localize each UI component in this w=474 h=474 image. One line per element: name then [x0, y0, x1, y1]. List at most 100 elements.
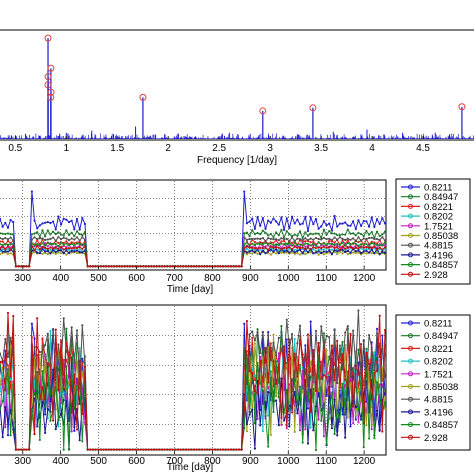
series-point	[78, 233, 81, 236]
series-point	[253, 247, 256, 250]
series-point	[301, 222, 304, 225]
series-point	[131, 265, 134, 268]
series-point	[9, 252, 12, 255]
series-point	[259, 242, 262, 245]
series-point	[298, 223, 302, 226]
series-point	[259, 253, 262, 256]
legend-label-4.8815: 4.8815	[424, 241, 453, 252]
series-point	[240, 265, 243, 268]
series-point	[272, 341, 275, 344]
legend-marker-0.84857	[408, 422, 413, 428]
series-point	[370, 248, 373, 251]
series-point	[357, 219, 360, 222]
series-point	[6, 434, 10, 437]
series-point	[245, 241, 249, 244]
series-point	[0, 408, 2, 411]
series-point	[285, 363, 288, 366]
legend-label-2.928: 2.928	[424, 433, 448, 444]
series-point	[346, 237, 349, 240]
series-point	[174, 448, 177, 451]
series-point	[290, 236, 294, 239]
series-point	[301, 241, 304, 245]
series-point	[256, 231, 259, 235]
series-point	[383, 248, 387, 251]
series-point	[4, 357, 7, 360]
series-point	[330, 232, 333, 235]
series-point	[272, 246, 275, 250]
series-point	[38, 252, 41, 255]
legend-marker-4.8815	[408, 242, 413, 248]
series-point	[75, 230, 79, 233]
series-point	[65, 365, 68, 368]
series-point	[78, 228, 81, 231]
series-point	[338, 250, 341, 253]
series-point	[285, 427, 288, 430]
series-point	[1, 252, 4, 255]
series-point	[293, 251, 296, 254]
series-point	[362, 219, 365, 223]
series-point	[269, 237, 272, 240]
series-point	[338, 344, 341, 347]
series-point	[360, 243, 363, 246]
series-point	[70, 326, 73, 329]
spectrum-x-ticks: 0.5 1 1.5 2 2.5 3 3.5 4 4.5	[8, 136, 430, 154]
series-point	[33, 432, 36, 436]
series-point	[49, 248, 52, 251]
series-point	[243, 347, 246, 350]
series-point	[309, 232, 312, 235]
series-point	[375, 243, 379, 246]
series-point	[370, 355, 373, 358]
series-point	[38, 249, 41, 252]
series-point	[325, 349, 328, 352]
series-point	[314, 329, 318, 333]
series-point	[52, 251, 55, 254]
series-point	[314, 244, 318, 247]
series-point	[304, 428, 307, 431]
series-point	[70, 237, 73, 240]
series-point	[346, 224, 349, 227]
series-point	[44, 235, 47, 238]
series-point	[275, 231, 278, 234]
series-point	[338, 245, 341, 249]
spectrum-tick-label-0: 0.5	[8, 143, 22, 154]
series-point	[293, 239, 296, 242]
series-point	[330, 427, 333, 430]
series-point	[36, 244, 39, 248]
series-point	[0, 247, 2, 250]
series-point	[296, 251, 299, 254]
series-point	[322, 253, 326, 256]
series-point	[251, 330, 254, 333]
series-point	[378, 429, 381, 432]
series-point	[6, 364, 10, 367]
series-point	[75, 246, 79, 250]
series-point	[78, 244, 81, 247]
series-point	[6, 245, 10, 248]
series-point	[65, 253, 68, 256]
series-point	[216, 265, 219, 268]
series-point	[275, 252, 278, 255]
series-point	[283, 243, 286, 246]
series-point	[267, 250, 270, 253]
series-point	[383, 230, 387, 233]
series-point	[354, 244, 357, 247]
legend-marker-0.8221	[408, 345, 413, 351]
series-point	[245, 231, 249, 234]
series-point	[44, 353, 47, 356]
series-point	[314, 448, 318, 452]
series-point	[306, 242, 310, 245]
legend-marker-2.928	[408, 271, 413, 277]
series-point	[317, 237, 320, 241]
series-point	[229, 448, 233, 451]
series-point	[267, 390, 270, 394]
series-point	[352, 247, 355, 250]
series-point	[240, 448, 243, 451]
spectrum-tick-label-5: 3	[267, 143, 273, 154]
tick-label-8: 1100	[315, 456, 337, 467]
series-point	[362, 246, 365, 249]
timeseries-1-legend: 0.82110.849470.82210.82021.75210.850384.…	[395, 178, 471, 285]
series-point	[81, 371, 84, 374]
series-point	[253, 251, 256, 254]
series-point	[251, 408, 254, 411]
series-point	[309, 334, 312, 337]
